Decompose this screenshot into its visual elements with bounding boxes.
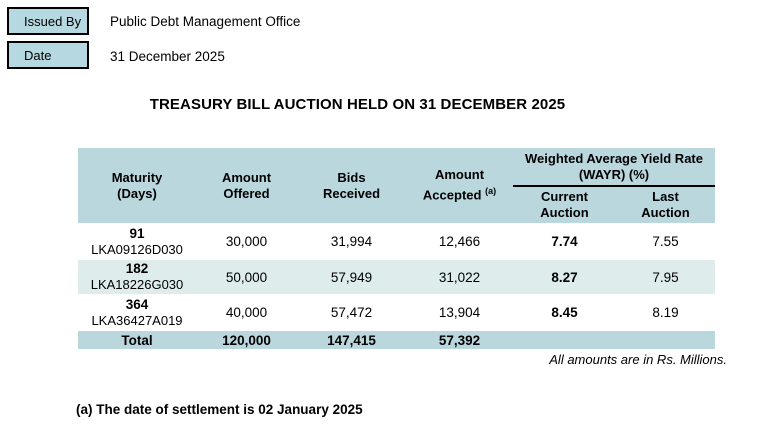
issued-by-value: Public Debt Management Office	[110, 14, 301, 29]
total-last-empty	[616, 331, 715, 349]
header-row-1: Maturity (Days) Amount Offered Bids Rece…	[78, 148, 715, 223]
column-header-amount-offered-line1: Amount	[221, 169, 272, 185]
maturity-days: 182	[125, 261, 149, 276]
total-label: Total	[78, 331, 196, 349]
settlement-footnote: (a) The date of settlement is 02 January…	[76, 402, 363, 417]
total-current-empty	[513, 331, 616, 349]
total-row: Total 120,000 147,415 57,392	[78, 331, 715, 349]
bids-received-cell: 57,472	[330, 305, 373, 320]
column-header-bids-received-line1: Bids	[337, 169, 366, 185]
amount-accepted-text: Accepted	[422, 187, 482, 203]
last-auction-wayr-cell: 7.95	[652, 269, 679, 285]
amount-offered-cell: 50,000	[225, 269, 268, 285]
column-header-amount-accepted-line2: Accepted (a)	[406, 183, 513, 203]
maturity-days: 364	[125, 296, 149, 312]
date-label: Date	[24, 47, 52, 63]
subheader-last-line1: Last	[652, 189, 679, 204]
subheader-current-auction: Current Auction	[513, 186, 616, 223]
isin-code: LKA36427A019	[91, 312, 183, 328]
column-header-maturity-line2: (Days)	[117, 185, 157, 201]
maturity-cell: 364 LKA36427A019	[78, 294, 196, 331]
isin-code: LKA09126D030	[91, 241, 183, 257]
subheader-current-line1: Current	[541, 189, 588, 204]
footnote-marker: (a)	[485, 186, 497, 197]
table-row-182: 182 LKA18226G030 50,000 57,949 31,022 8.…	[78, 260, 715, 294]
total-accepted: 57,392	[406, 331, 513, 349]
subheader-current-line2: Auction	[540, 205, 589, 220]
column-header-amount-accepted-line1: Amount	[434, 167, 485, 183]
subheader-last-auction: Last Auction	[616, 186, 715, 223]
amount-accepted-cell: 13,904	[438, 305, 481, 320]
amount-accepted-cell: 12,466	[438, 234, 481, 249]
bids-received-cell: 31,994	[330, 234, 373, 249]
table-row-91: 91 LKA09126D030 30,000 31,994 12,466 7.7…	[78, 223, 715, 260]
wayr-group-header: Weighted Average Yield Rate (WAYR) (%)	[513, 148, 715, 187]
column-header-amount-offered: Amount Offered	[196, 148, 297, 223]
maturity-days: 91	[129, 225, 145, 241]
amounts-note: All amounts are in Rs. Millions.	[549, 352, 727, 367]
amount-accepted-cell: 31,022	[438, 269, 481, 285]
column-header-bids-received: Bids Received	[297, 148, 406, 223]
column-header-amount-offered-line2: Offered	[223, 185, 270, 201]
wayr-group-header-line1: Weighted Average Yield Rate	[525, 150, 703, 166]
column-header-maturity-line1: Maturity	[111, 169, 163, 185]
amount-offered-cell: 40,000	[225, 305, 268, 320]
amount-offered-cell: 30,000	[225, 234, 268, 249]
total-offered: 120,000	[196, 331, 297, 349]
current-auction-wayr-cell: 8.45	[551, 305, 578, 320]
header-row-2: Current Auction Last Auction	[78, 186, 715, 223]
total-bids: 147,415	[297, 331, 406, 349]
subheader-last-line2: Auction	[641, 205, 690, 220]
auction-results-table: Maturity (Days) Amount Offered Bids Rece…	[78, 148, 715, 349]
current-auction-wayr-cell: 7.74	[551, 234, 578, 249]
isin-code: LKA18226G030	[90, 277, 184, 292]
current-auction-wayr-cell: 8.27	[551, 269, 578, 285]
maturity-cell: 182 LKA18226G030	[78, 260, 196, 294]
maturity-cell: 91 LKA09126D030	[78, 223, 196, 260]
table-row-364: 364 LKA36427A019 40,000 57,472 13,904 8.…	[78, 294, 715, 331]
column-header-maturity: Maturity (Days)	[78, 148, 196, 223]
wayr-group-header-line2: (WAYR) (%)	[578, 166, 650, 182]
column-header-bids-received-line2: Received	[322, 185, 381, 201]
date-value: 31 December 2025	[110, 49, 225, 64]
date-box: Date	[7, 41, 89, 69]
last-auction-wayr-cell: 7.55	[652, 234, 679, 249]
column-header-amount-accepted: Amount Accepted (a)	[406, 148, 513, 223]
page-title: TREASURY BILL AUCTION HELD ON 31 DECEMBE…	[149, 96, 566, 113]
issued-by-label: Issued By	[24, 13, 82, 29]
bids-received-cell: 57,949	[330, 269, 373, 285]
issued-by-box: Issued By	[7, 7, 89, 35]
last-auction-wayr-cell: 8.19	[652, 305, 679, 320]
